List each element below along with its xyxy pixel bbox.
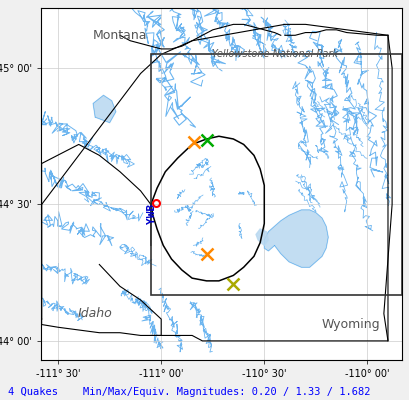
Polygon shape (264, 210, 327, 267)
Text: Montana: Montana (92, 29, 147, 42)
Text: 4 Quakes    Min/Max/Equiv. Magnitudes: 0.20 / 1.33 / 1.682: 4 Quakes Min/Max/Equiv. Magnitudes: 0.20… (8, 387, 370, 397)
Text: YWB: YWB (146, 203, 156, 224)
Polygon shape (255, 229, 268, 245)
Text: Idaho: Idaho (78, 307, 112, 320)
Text: Yellowstone National Park: Yellowstone National Park (211, 49, 337, 59)
Bar (151, 54, 402, 294)
Text: Wyoming: Wyoming (321, 318, 379, 331)
Polygon shape (93, 95, 116, 123)
